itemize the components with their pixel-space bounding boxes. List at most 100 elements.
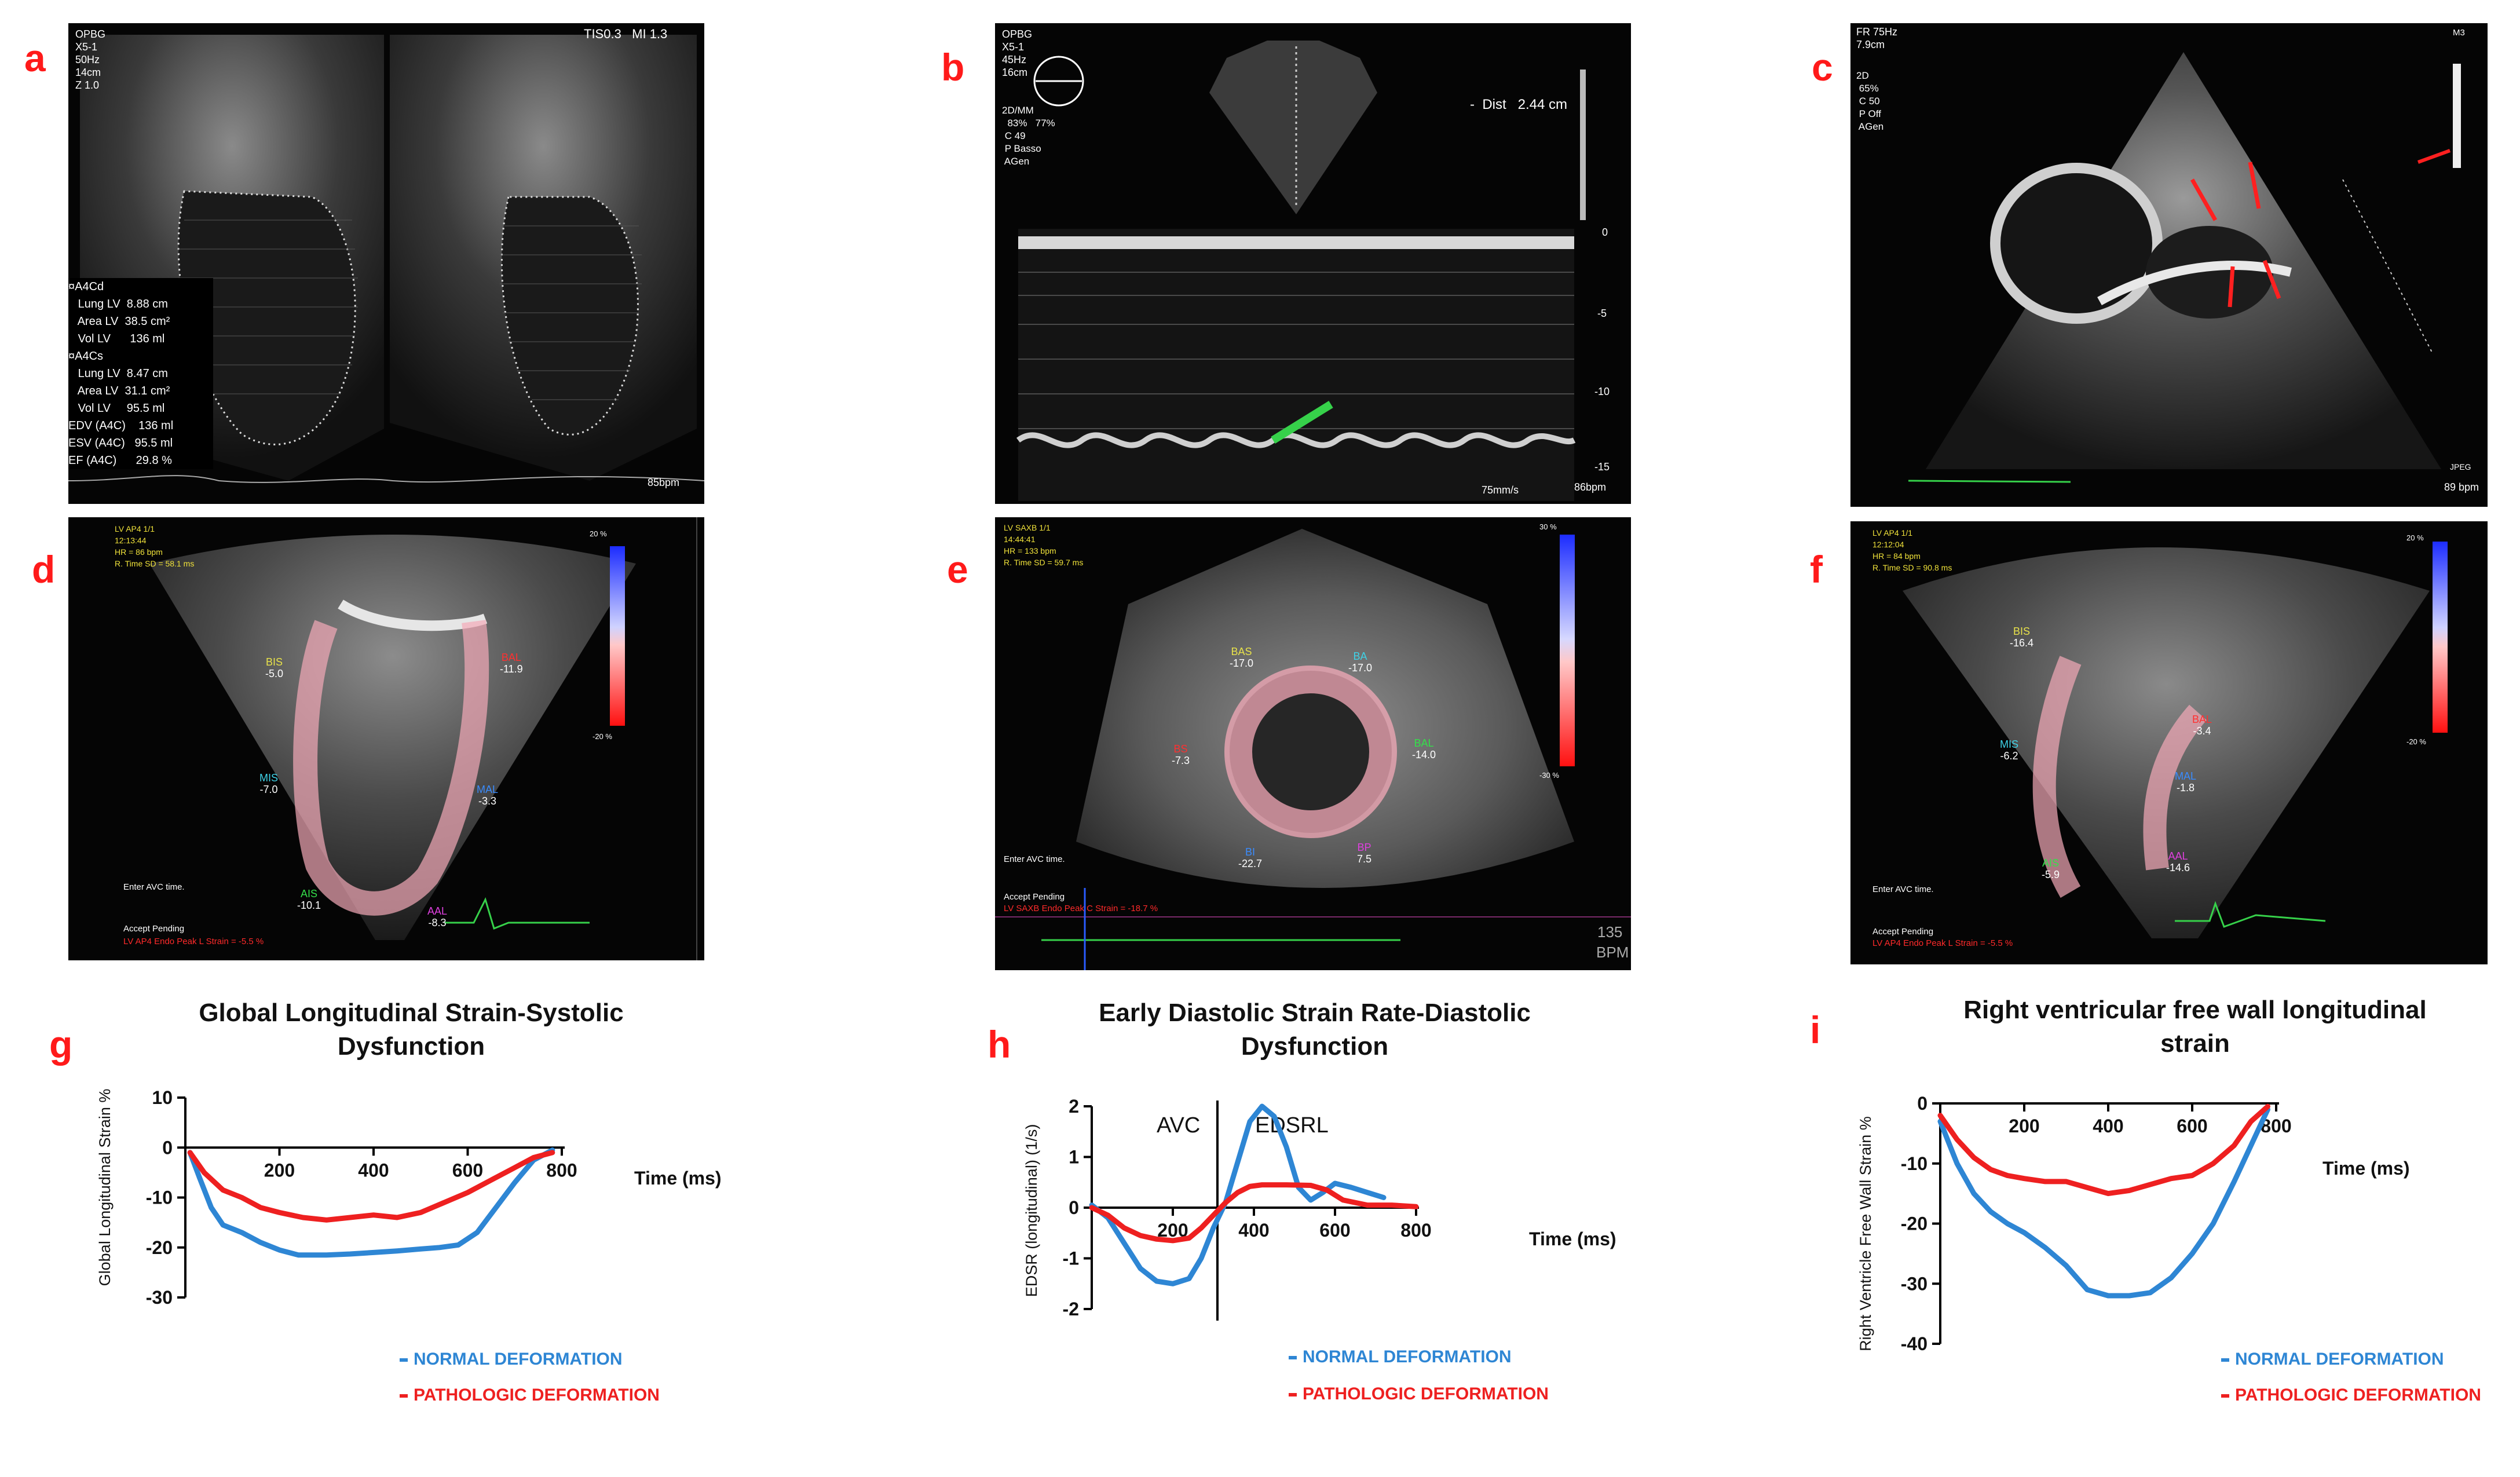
data-point bbox=[349, 1253, 351, 1255]
seg-name: BAS bbox=[1231, 646, 1252, 657]
data-point bbox=[1367, 1191, 1368, 1193]
seg-value: -17.0 bbox=[1348, 662, 1373, 674]
data-point bbox=[1261, 1106, 1263, 1107]
data-point bbox=[1140, 1235, 1141, 1237]
echo-panel-d: LV AP4 1/1 12:13:44 HR = 86 bpm R. Time … bbox=[68, 517, 704, 960]
data-point bbox=[298, 1254, 299, 1256]
data-point bbox=[514, 1167, 515, 1168]
echo-d-scale-bottom: -20 % bbox=[592, 732, 612, 741]
echo-d-scale-top: 20 % bbox=[590, 529, 607, 538]
data-point bbox=[1156, 1238, 1157, 1240]
data-point bbox=[1310, 1199, 1311, 1201]
echo-b-speed: 75mm/s bbox=[1482, 484, 1519, 496]
y-tick-label: 2 bbox=[1069, 1096, 1079, 1117]
data-point bbox=[1188, 1237, 1190, 1239]
data-point bbox=[458, 1244, 459, 1246]
panel-label-h: h bbox=[987, 1023, 1011, 1066]
echo-e-bpm-unit: BPM bbox=[1596, 944, 1629, 961]
data-point bbox=[302, 1217, 304, 1218]
echo-d-seg-mal: MAL -3.3 bbox=[477, 784, 498, 807]
data-point bbox=[1351, 1187, 1352, 1188]
echo-d-seg-mis: MIS -7.0 bbox=[259, 772, 278, 795]
data-point bbox=[1124, 1242, 1125, 1244]
data-point bbox=[2128, 1295, 2130, 1296]
echo-b-settings: 2D/MM 83% 77% C 49 P Basso AGen bbox=[1002, 105, 1055, 167]
seg-name: AIS bbox=[2042, 857, 2060, 869]
data-point bbox=[1091, 1207, 1092, 1208]
data-point bbox=[1107, 1215, 1109, 1216]
echo-b-header: OPBG X5-1 45Hz 16cm bbox=[1002, 28, 1033, 78]
data-point bbox=[210, 1207, 212, 1208]
seg-name: BAL bbox=[1414, 737, 1434, 749]
data-point bbox=[396, 1217, 398, 1218]
x-tick-label: 200 bbox=[2009, 1116, 2039, 1136]
data-point bbox=[2212, 1162, 2214, 1164]
echo-f-scale-top: 20 % bbox=[2406, 533, 2424, 542]
data-point bbox=[189, 1151, 191, 1153]
y-tick-label: 0 bbox=[1069, 1197, 1079, 1218]
data-point bbox=[241, 1231, 243, 1233]
data-point bbox=[222, 1224, 224, 1226]
seg-value: -6.2 bbox=[2000, 750, 2018, 762]
echo-f-header: LV AP4 1/1 12:12:04 HR = 84 bpm R. Time … bbox=[1872, 528, 1952, 572]
chart-i-title: Right ventricular free wall longitudinal… bbox=[1963, 996, 2427, 1058]
echo-d-seg-bal: BAL -11.9 bbox=[500, 652, 523, 675]
seg-value: -1.8 bbox=[2176, 782, 2195, 794]
y-tick-label: 1 bbox=[1069, 1147, 1079, 1168]
data-point bbox=[1237, 1191, 1238, 1193]
data-point bbox=[1990, 1211, 1991, 1212]
panel-label-b: b bbox=[941, 46, 965, 89]
echo-d-footer: LV AP4 Endo Peak L Strain = -5.5 % bbox=[123, 937, 264, 946]
y-axis-label: Right Ventricle Free Wall Strain % bbox=[1857, 1116, 1874, 1351]
seg-name: MAL bbox=[477, 784, 499, 795]
x-tick-label: 200 bbox=[264, 1160, 295, 1180]
echo-b-depth-0: 0 bbox=[1602, 226, 1608, 238]
data-point bbox=[495, 1207, 497, 1208]
data-point bbox=[279, 1249, 280, 1251]
data-point bbox=[1391, 1204, 1392, 1206]
panel-label-c: c bbox=[1812, 46, 1833, 89]
echo-b-bpm: 86bpm bbox=[1574, 481, 1607, 493]
data-point bbox=[551, 1151, 553, 1153]
echo-b-depth-5: -5 bbox=[1597, 308, 1607, 319]
data-point bbox=[1201, 1257, 1202, 1259]
series-line bbox=[187, 1150, 555, 1223]
chart-g-title: Global Longitudinal Strain-Systolic Dysf… bbox=[199, 999, 624, 1061]
data-point bbox=[1249, 1186, 1250, 1187]
y-tick-label: -1 bbox=[1063, 1248, 1079, 1269]
data-point bbox=[325, 1254, 327, 1256]
legend-label: PATHOLOGIC DEFORMATION bbox=[2235, 1385, 2481, 1405]
echo-b-depth-15: -15 bbox=[1594, 461, 1610, 473]
edsr-annotation: EDSRL bbox=[1255, 1113, 1329, 1138]
echo-panel-a: OPBG X5-1 50Hz 14cm Z 1.0 TIS0.3 MI 1.3 … bbox=[68, 23, 704, 504]
seg-name: MIS bbox=[259, 772, 279, 784]
data-point bbox=[2149, 1184, 2151, 1186]
data-point bbox=[2233, 1145, 2235, 1146]
echo-f-scale-bottom: -20 % bbox=[2406, 737, 2426, 746]
data-point bbox=[2128, 1190, 2130, 1191]
chart-h-title: Early Diastolic Strain Rate-Diastolic Dy… bbox=[1099, 999, 1531, 1061]
echo-d-enter-avc: Enter AVC time. bbox=[123, 882, 185, 892]
series-line bbox=[187, 1147, 555, 1258]
series-line bbox=[1089, 1103, 1387, 1286]
panel-label-g: g bbox=[49, 1023, 73, 1066]
data-point bbox=[279, 1212, 280, 1213]
y-tick-label: -10 bbox=[146, 1187, 173, 1208]
data-point bbox=[1343, 1199, 1344, 1201]
data-point bbox=[1326, 1189, 1327, 1191]
echo-f-footer: LV AP4 Endo Peak L Strain = -5.5 % bbox=[1872, 938, 2013, 948]
data-point bbox=[1367, 1204, 1368, 1206]
echo-c-settings: 2D 65% C 50 P Off AGen bbox=[1856, 70, 1884, 132]
y-tick-label: -40 bbox=[1901, 1333, 1928, 1354]
x-tick-label: 800 bbox=[546, 1160, 577, 1180]
data-point bbox=[438, 1246, 440, 1248]
legend-label: PATHOLOGIC DEFORMATION bbox=[1303, 1384, 1549, 1403]
legend-dash bbox=[400, 1394, 408, 1398]
echo-b-depth-10: -10 bbox=[1594, 386, 1610, 397]
data-point bbox=[1973, 1193, 1974, 1194]
legend-label: NORMAL DEFORMATION bbox=[1303, 1347, 1512, 1366]
echo-e-seg-ba: BA -17.0 bbox=[1348, 650, 1372, 674]
seg-value: -5.9 bbox=[2042, 869, 2060, 880]
data-point bbox=[373, 1214, 374, 1216]
data-point bbox=[2007, 1175, 2008, 1176]
